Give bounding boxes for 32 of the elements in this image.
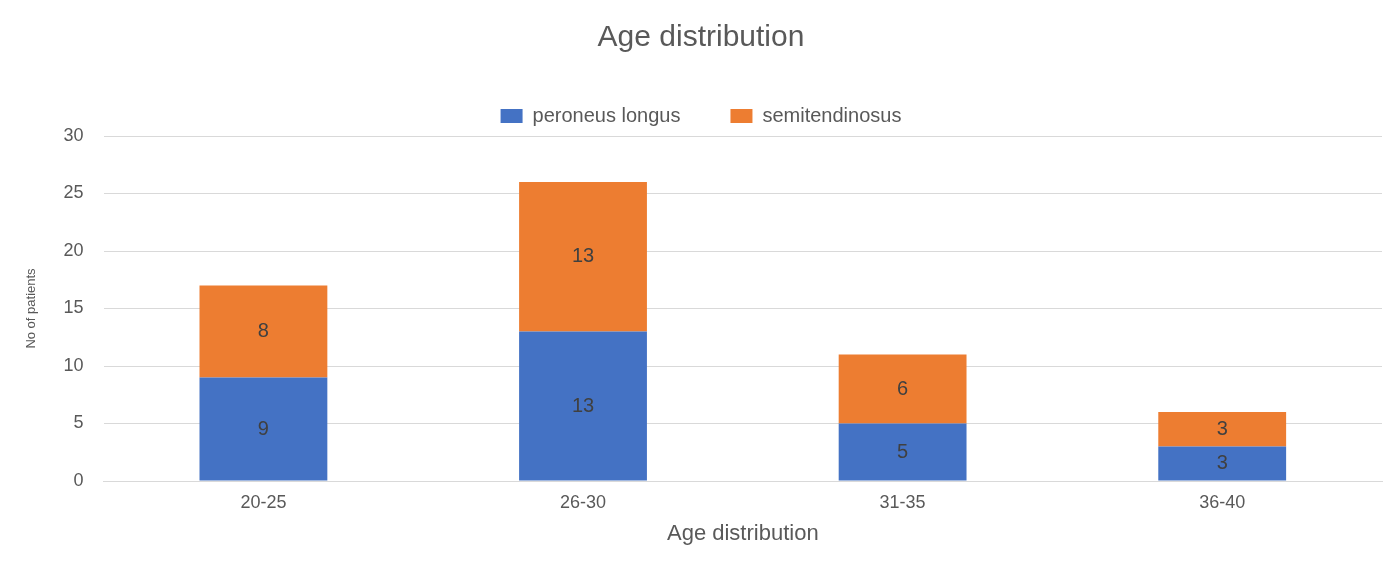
y-tick-label: 5 — [73, 412, 84, 433]
bar — [519, 331, 647, 481]
y-tick-label: 10 — [63, 354, 84, 375]
y-axis-title: No of patients — [23, 267, 39, 349]
data-label: 6 — [897, 376, 909, 399]
y-tick-label: 25 — [63, 182, 84, 203]
bar — [1158, 412, 1287, 447]
x-axis-title: Age distribution — [666, 519, 819, 545]
bar — [838, 354, 967, 424]
x-tick-label: 20-25 — [240, 491, 287, 512]
y-tick-label: 15 — [63, 297, 84, 318]
bar — [838, 423, 967, 481]
data-label: 3 — [1216, 451, 1228, 474]
data-label: 13 — [571, 393, 595, 416]
chart-title: Age distribution — [597, 19, 805, 53]
data-label: 9 — [257, 416, 269, 439]
legend-label: semitendinosus — [762, 103, 902, 126]
data-label: 3 — [1216, 416, 1228, 439]
legend-label: peroneus longus — [532, 103, 681, 126]
y-tick-label: 20 — [63, 239, 84, 260]
bar — [519, 182, 647, 332]
bar — [1158, 446, 1287, 481]
bar — [199, 285, 328, 378]
bar — [199, 377, 328, 481]
data-label: 13 — [571, 244, 595, 267]
y-tick-label: 30 — [63, 124, 84, 145]
data-label: 5 — [897, 439, 909, 462]
x-tick-label: 26-30 — [559, 491, 607, 512]
x-tick-label: 36-40 — [1199, 491, 1246, 512]
x-tick-label: 31-35 — [879, 491, 926, 512]
y-tick-label: 0 — [73, 469, 84, 490]
data-label: 8 — [257, 319, 269, 342]
